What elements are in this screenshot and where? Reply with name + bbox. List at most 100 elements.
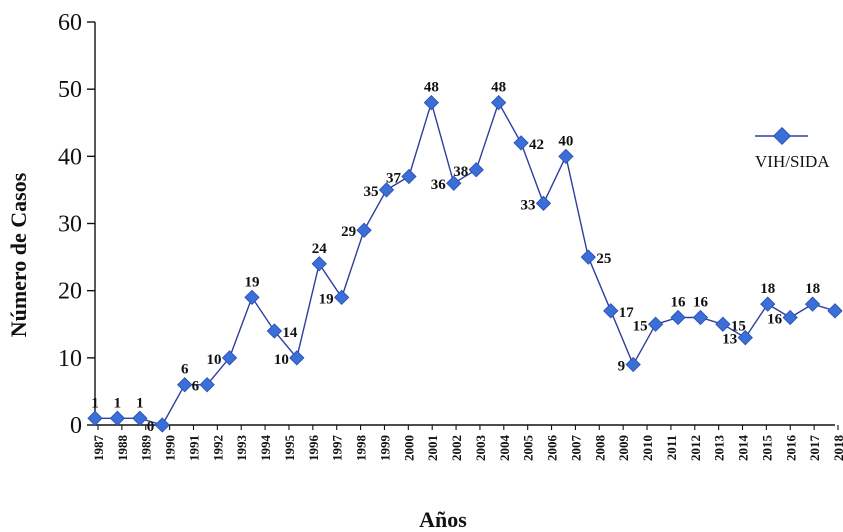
data-point bbox=[356, 222, 372, 238]
series-line bbox=[95, 100, 836, 426]
data-label: 10 bbox=[207, 352, 222, 368]
data-label: 37 bbox=[386, 170, 402, 186]
x-tick-label: 2017 bbox=[807, 435, 822, 462]
data-point bbox=[446, 175, 462, 191]
x-tick-label: 2012 bbox=[688, 435, 703, 461]
data-point bbox=[378, 182, 395, 198]
data-point bbox=[603, 303, 619, 319]
data-label: 35 bbox=[364, 184, 379, 200]
data-label: 38 bbox=[453, 164, 468, 180]
data-point bbox=[423, 94, 440, 111]
data-label: 25 bbox=[596, 251, 611, 267]
legend-label: VIH/SIDA bbox=[755, 152, 830, 171]
data-label: 48 bbox=[424, 80, 439, 96]
y-tick-label: 30 bbox=[58, 212, 82, 238]
data-point bbox=[490, 94, 507, 111]
data-label: 17 bbox=[619, 305, 635, 321]
x-tick-label: 2018 bbox=[831, 435, 843, 462]
x-tick-label: 1988 bbox=[115, 435, 130, 462]
data-label: 0 bbox=[147, 419, 155, 435]
data-point bbox=[109, 410, 126, 426]
data-point bbox=[692, 309, 709, 326]
x-tick-label: 2004 bbox=[497, 435, 512, 462]
data-label: 16 bbox=[767, 312, 783, 328]
data-label: 13 bbox=[722, 332, 737, 348]
data-label: 42 bbox=[529, 137, 544, 153]
x-tick-label: 2005 bbox=[521, 435, 536, 462]
data-point bbox=[468, 162, 484, 178]
data-point bbox=[670, 309, 686, 326]
x-tick-label: 1987 bbox=[91, 435, 106, 462]
data-point bbox=[558, 148, 574, 164]
y-tick-label: 40 bbox=[58, 144, 82, 170]
data-label: 1 bbox=[136, 395, 144, 411]
x-tick-label: 1999 bbox=[377, 435, 392, 462]
legend: VIH/SIDA bbox=[755, 126, 830, 171]
x-tick-label: 2009 bbox=[616, 435, 631, 462]
x-axis-title: Años bbox=[419, 507, 467, 532]
y-axis: 0 10 20 30 40 50 60 bbox=[58, 10, 96, 439]
data-point bbox=[535, 195, 552, 211]
y-tick-label: 0 bbox=[70, 413, 82, 439]
data-label: 48 bbox=[491, 80, 506, 96]
x-tick-label: 1998 bbox=[354, 435, 369, 462]
x-tick-label: 1997 bbox=[330, 435, 345, 462]
data-label: 19 bbox=[319, 291, 334, 307]
data-point bbox=[221, 350, 238, 366]
x-tick-label: 2010 bbox=[640, 435, 655, 461]
data-point bbox=[199, 377, 215, 393]
x-tick-label: 1994 bbox=[258, 435, 273, 462]
data-point bbox=[513, 135, 529, 151]
data-label: 18 bbox=[760, 281, 775, 297]
data-label: 19 bbox=[244, 274, 259, 290]
data-point bbox=[177, 377, 193, 393]
data-label: 16 bbox=[671, 295, 687, 311]
x-tick-label: 2001 bbox=[425, 435, 440, 461]
data-label: 15 bbox=[633, 318, 648, 334]
data-point bbox=[804, 296, 821, 312]
data-label: 10 bbox=[274, 352, 289, 368]
x-tick-label: 1996 bbox=[306, 435, 321, 462]
x-tick-label: 1995 bbox=[282, 435, 297, 462]
data-point bbox=[760, 296, 776, 312]
x-axis: 1987 1988 1989 1990 1991 1992 1993 1994 1995 1996… bbox=[91, 424, 843, 462]
data-label: 1 bbox=[91, 395, 99, 411]
data-point bbox=[87, 410, 103, 426]
legend-marker bbox=[772, 126, 792, 146]
data-point bbox=[244, 289, 260, 306]
data-label: 33 bbox=[520, 197, 535, 213]
data-label: 9 bbox=[618, 359, 626, 375]
data-point bbox=[782, 309, 798, 326]
y-tick-label: 50 bbox=[58, 77, 82, 103]
data-point bbox=[715, 316, 731, 332]
x-tick-label: 2014 bbox=[736, 435, 751, 462]
data-label: 16 bbox=[693, 295, 709, 311]
data-label: 36 bbox=[431, 177, 447, 193]
data-point bbox=[311, 256, 327, 272]
data-point bbox=[401, 168, 417, 185]
x-tick-label: 1992 bbox=[210, 435, 225, 461]
data-point bbox=[289, 350, 305, 366]
x-tick-label: 2007 bbox=[568, 435, 583, 462]
data-point bbox=[737, 330, 753, 346]
data-label: 15 bbox=[731, 318, 746, 334]
data-point bbox=[625, 356, 641, 373]
data-label: 40 bbox=[558, 133, 573, 149]
data-point bbox=[266, 323, 283, 339]
y-tick-label: 20 bbox=[58, 279, 82, 305]
x-tick-label: 2008 bbox=[592, 435, 607, 462]
series-layer bbox=[87, 94, 843, 433]
x-tick-label: 2016 bbox=[783, 435, 798, 462]
data-point bbox=[580, 249, 596, 265]
data-point bbox=[827, 303, 843, 319]
data-label: 29 bbox=[341, 224, 356, 240]
data-label: 24 bbox=[312, 241, 328, 257]
data-label: 14 bbox=[282, 325, 298, 341]
x-tick-label: 1991 bbox=[186, 435, 201, 461]
x-tick-label: 2015 bbox=[759, 435, 774, 462]
data-point bbox=[132, 410, 148, 426]
x-tick-label: 2013 bbox=[712, 435, 727, 462]
data-label: 6 bbox=[181, 362, 189, 378]
x-tick-label: 2006 bbox=[545, 435, 560, 462]
